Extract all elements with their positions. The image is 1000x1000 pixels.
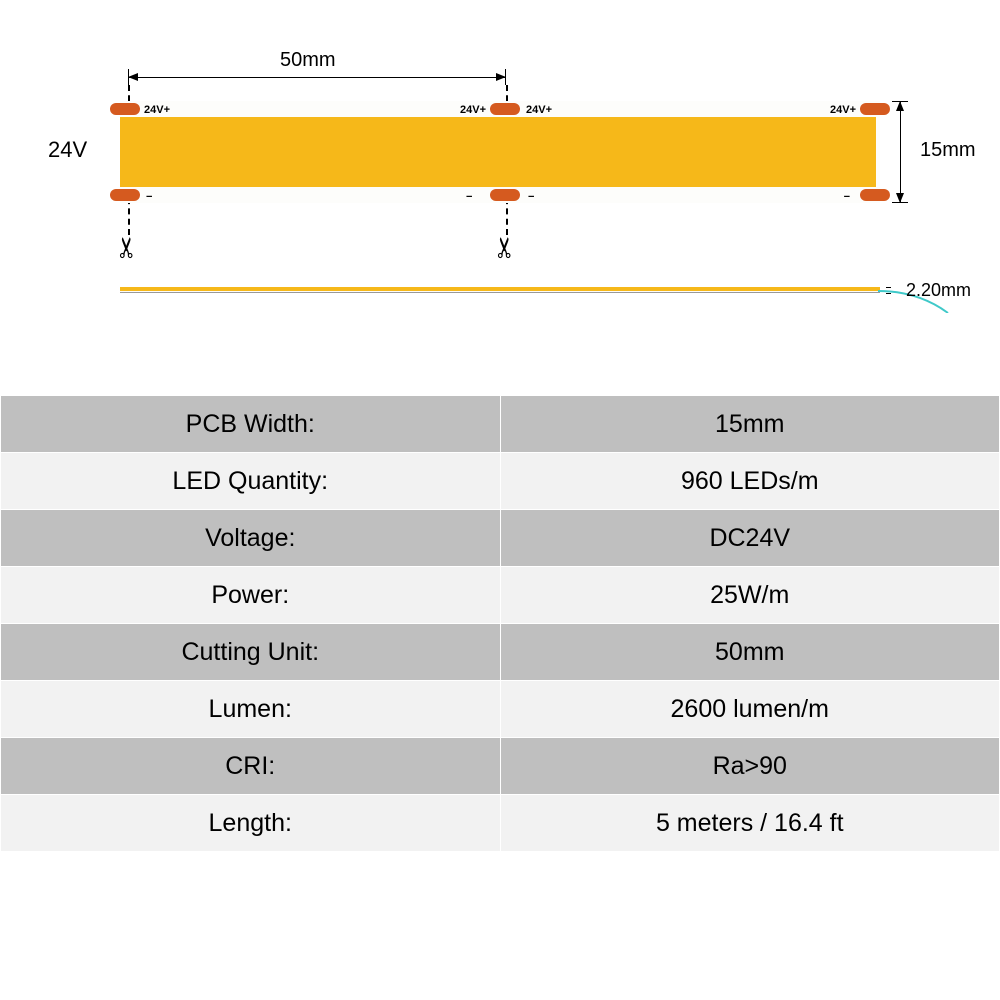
spec-value: 2600 lumen/m xyxy=(500,681,1000,738)
spec-label: CRI: xyxy=(1,738,501,795)
scissors-icon: ✂ xyxy=(109,236,142,259)
pad-label-pos: 24V+ xyxy=(460,104,486,116)
solder-pad xyxy=(110,189,140,201)
spec-value: 50mm xyxy=(500,624,1000,681)
spec-label: Cutting Unit: xyxy=(1,624,501,681)
pad-label-neg: − xyxy=(146,191,152,203)
top-dimension-label: 50mm xyxy=(280,49,336,72)
thickness-label: 2.20mm xyxy=(906,280,971,301)
spec-row: PCB Width:15mm xyxy=(1,396,1000,453)
spec-table: PCB Width:15mmLED Quantity:960 LEDs/mVol… xyxy=(0,395,1000,852)
pad-label-neg: − xyxy=(844,191,850,203)
spec-value: 5 meters / 16.4 ft xyxy=(500,795,1000,852)
pad-label-neg: − xyxy=(528,191,534,203)
scissors-icon: ✂ xyxy=(487,236,520,259)
pad-label-pos: 24V+ xyxy=(144,104,170,116)
spec-label: LED Quantity: xyxy=(1,453,501,510)
spec-value: 960 LEDs/m xyxy=(500,453,1000,510)
pad-label-pos: 24V+ xyxy=(526,104,552,116)
spec-row: Cutting Unit:50mm xyxy=(1,624,1000,681)
spec-label: Power: xyxy=(1,567,501,624)
spec-row: Power:25W/m xyxy=(1,567,1000,624)
spec-row: Length:5 meters / 16.4 ft xyxy=(1,795,1000,852)
spec-value: DC24V xyxy=(500,510,1000,567)
spec-label: Lumen: xyxy=(1,681,501,738)
spec-label: PCB Width: xyxy=(1,396,501,453)
spec-value: Ra>90 xyxy=(500,738,1000,795)
solder-pad xyxy=(860,189,890,201)
led-strip-side-view xyxy=(120,287,880,295)
spec-value: 15mm xyxy=(500,396,1000,453)
solder-pad xyxy=(490,103,520,115)
spec-row: CRI:Ra>90 xyxy=(1,738,1000,795)
led-strip-diagram: 50mm 24V+ − 24V+ − 24V+ − 24V+ − 24V 15m… xyxy=(0,55,1000,355)
spec-row: Voltage:DC24V xyxy=(1,510,1000,567)
led-strip-top-view: 24V+ − 24V+ − 24V+ − 24V+ − xyxy=(120,101,880,203)
spec-value: 25W/m xyxy=(500,567,1000,624)
pad-label-pos: 24V+ xyxy=(830,104,856,116)
spec-label: Length: xyxy=(1,795,501,852)
thickness-marks: ⎯⎯ xyxy=(886,285,891,297)
solder-pad xyxy=(860,103,890,115)
spec-row: LED Quantity:960 LEDs/m xyxy=(1,453,1000,510)
width-dimension xyxy=(890,101,920,203)
solder-pad xyxy=(490,189,520,201)
width-dimension-label: 15mm xyxy=(920,139,976,162)
spec-row: Lumen:2600 lumen/m xyxy=(1,681,1000,738)
voltage-label: 24V xyxy=(48,137,87,163)
cob-layer xyxy=(120,117,876,187)
pad-label-neg: − xyxy=(466,191,472,203)
solder-pad xyxy=(110,103,140,115)
spec-label: Voltage: xyxy=(1,510,501,567)
